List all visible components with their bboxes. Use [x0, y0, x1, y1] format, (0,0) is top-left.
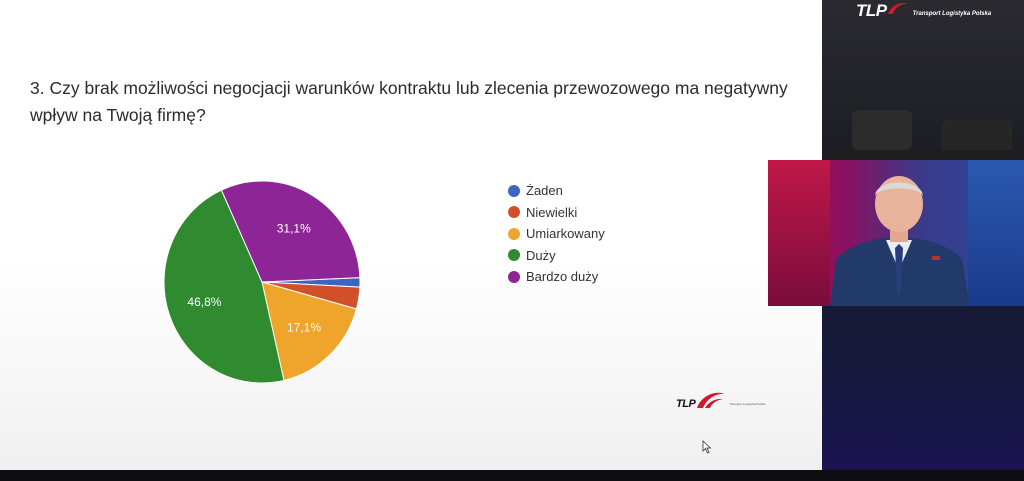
tlp-swoosh-icon — [887, 3, 908, 14]
bottom-bar — [0, 470, 1024, 481]
legend-item-umiarkowany: Umiarkowany — [508, 223, 605, 245]
legend-label: Bardzo duży — [526, 269, 599, 285]
background-chairs-decoration — [832, 110, 1022, 160]
slide-logo: TLP Transport Logistyka Polska — [676, 390, 765, 410]
pie-label-bardzo-duzy: 31,1% — [277, 222, 311, 236]
channel-logo-text: TLP — [856, 1, 887, 20]
legend-label: Umiarkowany — [526, 226, 605, 242]
legend-label: Żaden — [526, 183, 563, 199]
legend-swatch — [508, 270, 520, 283]
legend-item-bardzo-duzy: Bardzo duży — [508, 266, 605, 288]
pie-slice-umiarkowany — [261, 281, 358, 382]
presenter-figure — [830, 176, 970, 306]
legend-swatch — [508, 227, 520, 240]
legend-label: Niewielki — [526, 204, 578, 220]
channel-logo-subtitle: Transport Logistyka Polska — [912, 11, 992, 17]
chart-legend: Żaden Niewielki Umiarkowany Duży Bardzo duży — [508, 180, 605, 288]
mouse-cursor-icon — [702, 440, 712, 454]
pie-slice-bardzo-duzy — [220, 180, 361, 283]
legend-item-zaden: Żaden — [508, 180, 605, 202]
slide-logo-text: TLP — [676, 398, 696, 410]
legend-item-niewielki: Niewielki — [508, 202, 605, 224]
question-title: 3. Czy brak możliwości negocjacji warunk… — [30, 78, 788, 125]
channel-logo: TLP Transport Logistyka Polska — [856, 0, 991, 22]
pie-label-umiarkowany: 17,1% — [287, 320, 321, 334]
presentation-slide: 3. Czy brak możliwości negocjacji warunk… — [0, 0, 822, 470]
legend-swatch — [508, 206, 520, 219]
pie-chart: 17,1% 46,8% 31,1% — [163, 180, 361, 384]
pie-slice-duzy — [163, 189, 285, 384]
pie-label-duzy: 46,8% — [187, 295, 221, 309]
slide-logo-subtitle: Transport Logistyka Polska — [729, 402, 766, 406]
tlp-swoosh-icon — [697, 392, 726, 408]
legend-item-duzy: Duży — [508, 245, 605, 267]
legend-swatch — [508, 184, 520, 197]
legend-label: Duży — [526, 247, 556, 263]
presenter-video — [768, 160, 1024, 306]
legend-swatch — [508, 249, 520, 262]
